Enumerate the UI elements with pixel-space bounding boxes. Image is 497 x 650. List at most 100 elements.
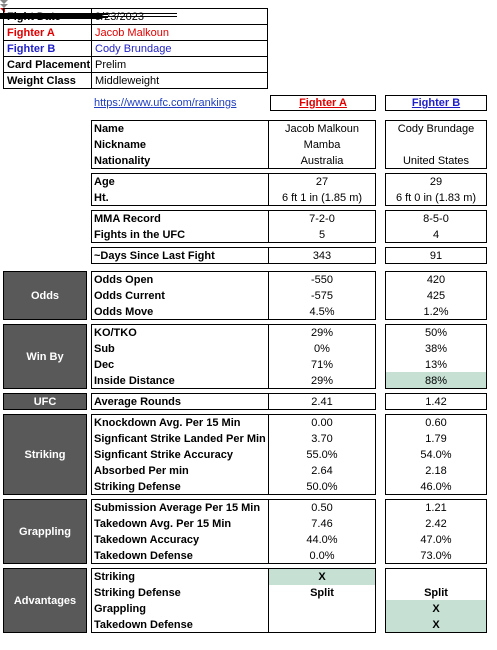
row-label: Takedown Defense xyxy=(94,618,193,631)
fighter-a-value: 29% xyxy=(310,326,334,339)
fighter-b-value: 50% xyxy=(424,326,448,339)
group-border xyxy=(91,324,269,389)
group-border xyxy=(91,247,269,264)
row-label: Grappling xyxy=(94,602,146,615)
fighter-a-value: 27 xyxy=(315,175,329,188)
row-label: Fights in the UFC xyxy=(94,228,186,241)
fighter-a-value: 343 xyxy=(312,249,332,262)
header-value[interactable]: Cody Brundage xyxy=(91,40,268,57)
row-line xyxy=(0,13,177,14)
row-label: ~Days Since Last Fight xyxy=(94,249,215,262)
header-value: Prelim xyxy=(91,56,268,73)
fighter-b-value: X xyxy=(385,600,487,617)
fighter-b-value: 91 xyxy=(429,249,443,262)
group-border xyxy=(385,324,487,389)
group-border xyxy=(268,499,376,564)
group-border xyxy=(91,568,269,633)
header-label: Fighter A xyxy=(3,24,92,41)
group-border xyxy=(91,173,269,206)
group-border xyxy=(268,120,376,169)
row-line xyxy=(0,18,102,19)
section-label: Odds xyxy=(3,271,87,320)
fighter-a-value: -550 xyxy=(310,273,334,286)
row-label: Odds Current xyxy=(94,289,165,302)
fighter-a-header: Fighter A xyxy=(270,95,376,111)
fighter-b-value: 38% xyxy=(424,342,448,355)
row-label: Striking Defense xyxy=(94,586,181,599)
header-label: Card Placement xyxy=(3,56,92,73)
fighter-b-value: 46.0% xyxy=(420,480,452,493)
dropdown-arrow[interactable] xyxy=(0,4,8,8)
group-border xyxy=(268,324,376,389)
fighter-b-value: 47.0% xyxy=(420,533,452,546)
group-border xyxy=(385,120,487,169)
row-label: Takedown Accuracy xyxy=(94,533,200,546)
fighter-b-value: 425 xyxy=(426,289,446,302)
group-border xyxy=(385,210,487,243)
row-label: Nationality xyxy=(94,154,151,167)
fighter-a-value: 29% xyxy=(310,374,334,387)
fighter-a-value: Split xyxy=(310,586,334,599)
section-label: Striking xyxy=(3,414,87,495)
fighter-b-value: 2.18 xyxy=(425,464,447,477)
fighter-b-value: 1.21 xyxy=(425,501,447,514)
group-border xyxy=(385,271,487,320)
fighter-b-value: 420 xyxy=(426,273,446,286)
row-label: Odds Open xyxy=(94,273,154,286)
dropdown-arrow[interactable] xyxy=(0,0,8,4)
fighter-b-value: 1.42 xyxy=(425,395,447,408)
comment-marker xyxy=(0,8,5,13)
row-label: MMA Record xyxy=(94,212,161,225)
header-label: Weight Class xyxy=(3,72,92,89)
row-label: Striking xyxy=(94,570,135,583)
header-label: Fight Date xyxy=(3,8,92,25)
fighter-a-value: 0.0% xyxy=(309,549,335,562)
fighter-b-value: 6 ft 0 in (1.83 m) xyxy=(395,191,477,204)
row-label: Signficant Strike Landed Per Min xyxy=(94,432,266,445)
row-line xyxy=(0,17,108,18)
row-label: Striking Defense xyxy=(94,480,181,493)
group-border xyxy=(385,173,487,206)
group-border xyxy=(91,120,269,169)
fighter-b-value: Split xyxy=(424,586,448,599)
fighter-a-value: 2.64 xyxy=(311,464,333,477)
fighter-a-value: 50.0% xyxy=(306,480,338,493)
header-value: Middleweight xyxy=(91,72,268,89)
fighter-b-value: 8-5-0 xyxy=(423,212,449,225)
row-label: Age xyxy=(94,175,115,188)
section-label: Advantages xyxy=(3,568,87,633)
fighter-a-value: 4.5% xyxy=(309,305,335,318)
row-label: Name xyxy=(94,122,124,135)
fighter-b-value: 73.0% xyxy=(420,549,452,562)
fighter-b-value: 1.79 xyxy=(425,432,447,445)
fighter-a-value: 7.46 xyxy=(311,517,333,530)
row-label: KO/TKO xyxy=(94,326,137,339)
group-border xyxy=(91,499,269,564)
fighter-a-value: 7-2-0 xyxy=(309,212,335,225)
fighter-a-value: 2.41 xyxy=(311,395,333,408)
group-border xyxy=(268,247,376,264)
rankings-link[interactable]: https://www.ufc.com/rankings xyxy=(94,97,237,109)
fighter-a-value: 0% xyxy=(314,342,330,355)
group-border xyxy=(268,393,376,410)
fighter-b-value: 1.2% xyxy=(423,305,449,318)
fighter-b-value: 2.42 xyxy=(425,517,447,530)
row-label: Inside Distance xyxy=(94,374,175,387)
row-label: Odds Move xyxy=(94,305,154,318)
fighter-a-value: -575 xyxy=(310,289,334,302)
header-value[interactable]: Jacob Malkoun xyxy=(91,24,268,41)
row-line xyxy=(0,15,102,16)
section-label: Grappling xyxy=(3,499,87,564)
row-line xyxy=(0,16,177,17)
header-value: 9/23/2023 xyxy=(91,8,268,25)
group-border xyxy=(268,568,376,633)
group-border xyxy=(91,393,269,410)
fighter-a-value: 6 ft 1 in (1.85 m) xyxy=(281,191,363,204)
fighter-a-value: 0.50 xyxy=(311,501,333,514)
fighter-b-value: 29 xyxy=(429,175,443,188)
row-label: Signficant Strike Accuracy xyxy=(94,448,233,461)
group-border xyxy=(268,210,376,243)
fighter-a-value: Jacob Malkoun xyxy=(285,122,359,135)
row-label: Ht. xyxy=(94,191,109,204)
